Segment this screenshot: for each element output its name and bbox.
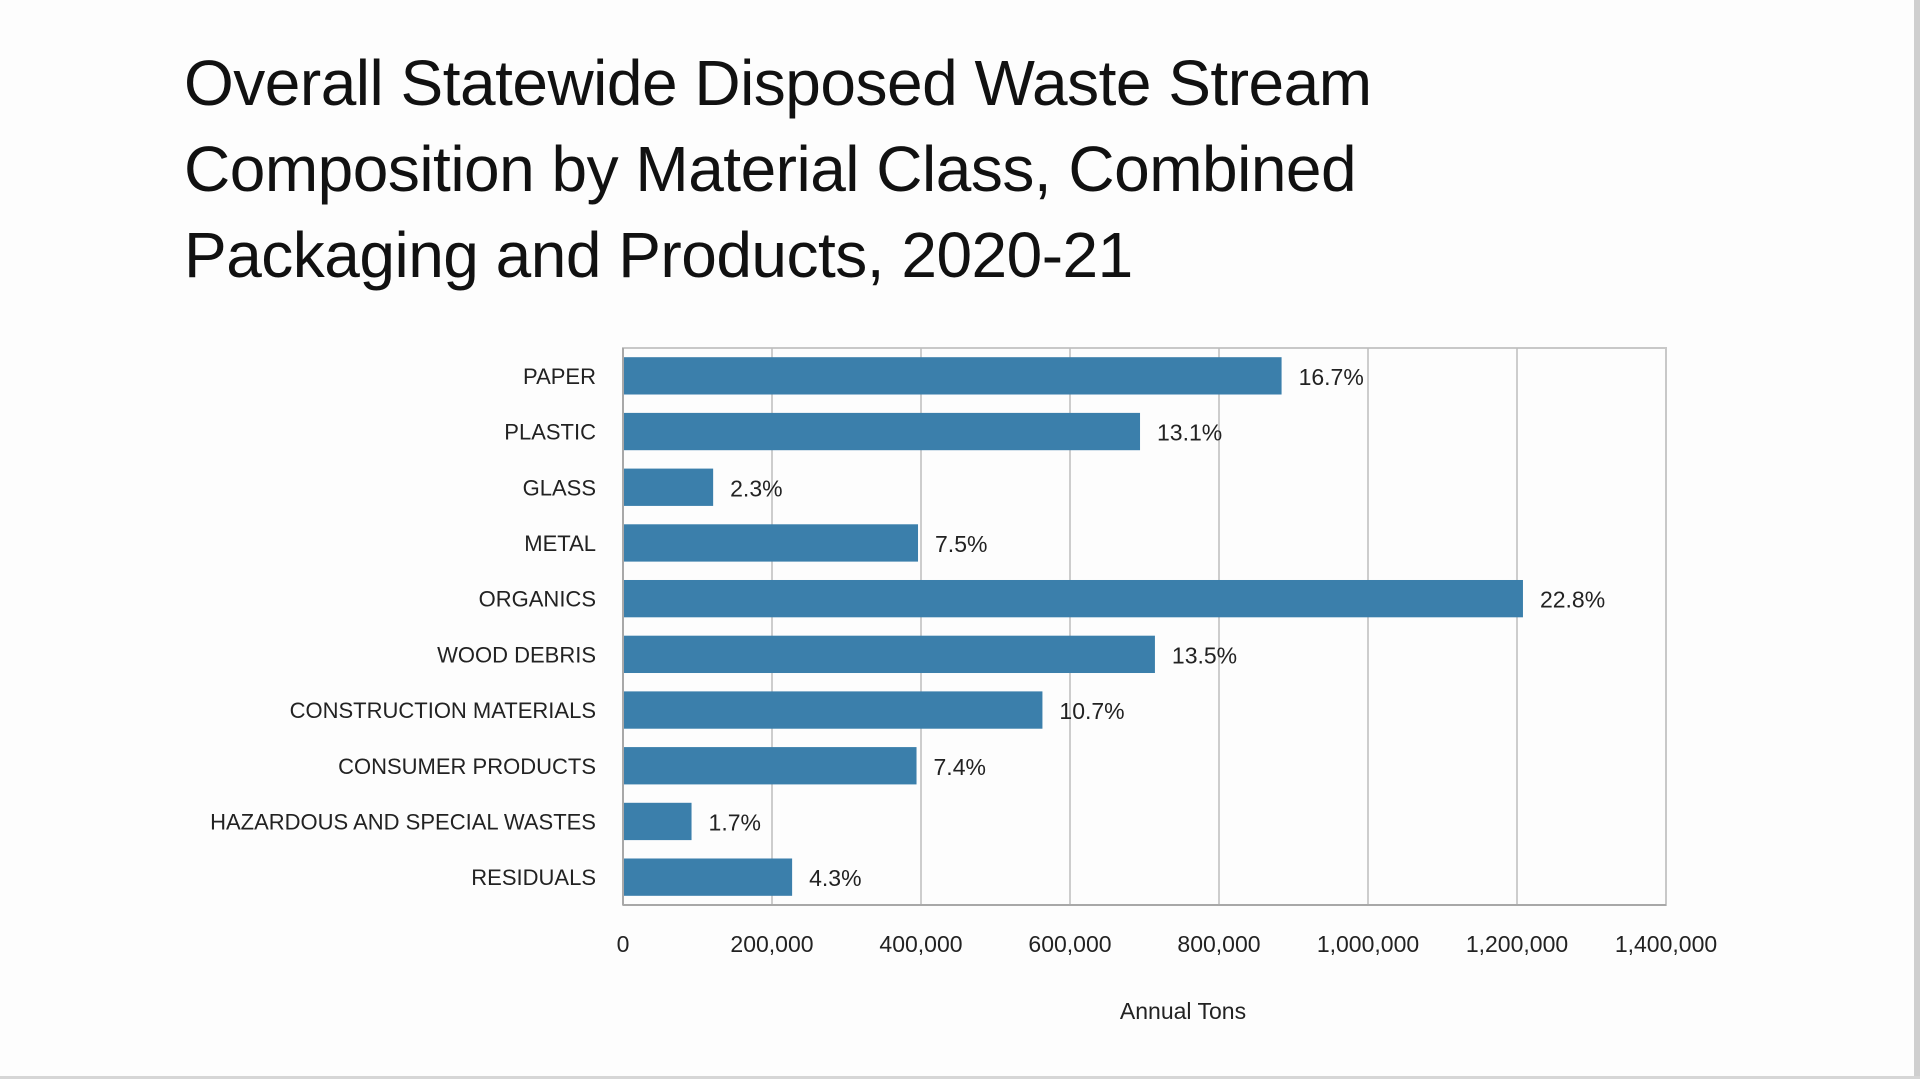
data-label: 7.4% [934,754,986,780]
data-label: 13.1% [1157,420,1222,446]
category-label: HAZARDOUS AND SPECIAL WASTES [210,809,596,834]
data-label: 10.7% [1059,698,1124,724]
bar [623,691,1043,729]
category-label: PAPER [523,364,596,389]
x-tick-label: 1,000,000 [1317,931,1419,957]
x-tick-label: 800,000 [1177,931,1260,957]
bar [623,412,1141,451]
data-label: 22.8% [1540,587,1605,613]
category-label: WOOD DEBRIS [437,642,596,667]
bar [623,579,1523,618]
chart-title-line-2: Composition by Material Class, Combined [184,133,1357,205]
x-tick-label: 1,400,000 [1615,931,1717,957]
chart-title-line-3: Packaging and Products, 2020-21 [184,219,1133,291]
bar [623,357,1282,395]
category-label: CONSUMER PRODUCTS [338,754,596,779]
bar [623,635,1155,674]
data-label: 1.7% [709,809,761,835]
category-label: CONSTRUCTION MATERIALS [290,698,596,723]
category-label: METAL [524,531,596,556]
bar [623,802,692,841]
x-tick-label: 400,000 [879,931,962,957]
data-label: 7.5% [935,531,987,557]
category-label: PLASTIC [504,420,596,445]
category-label: ORGANICS [479,587,596,612]
window-right-edge [1914,0,1920,1079]
x-tick-label: 1,200,000 [1466,931,1568,957]
chart-title-line-1: Overall Statewide Disposed Waste Stream [184,47,1372,119]
chart-title: Overall Statewide Disposed Waste Stream … [184,40,1684,298]
x-tick-label: 600,000 [1028,931,1111,957]
bar [623,747,917,785]
bar [623,524,919,562]
window-bottom-edge [0,1076,1920,1079]
category-label: GLASS [523,475,596,500]
bar [623,858,793,896]
data-label: 2.3% [730,475,782,501]
data-label: 16.7% [1299,364,1364,390]
x-tick-label: 0 [617,931,630,957]
x-axis-title: Annual Tons [1120,998,1246,1024]
category-label: RESIDUALS [471,865,596,890]
bar [623,468,714,506]
x-tick-label: 200,000 [730,931,813,957]
data-label: 13.5% [1172,642,1237,668]
data-label: 4.3% [809,865,861,891]
